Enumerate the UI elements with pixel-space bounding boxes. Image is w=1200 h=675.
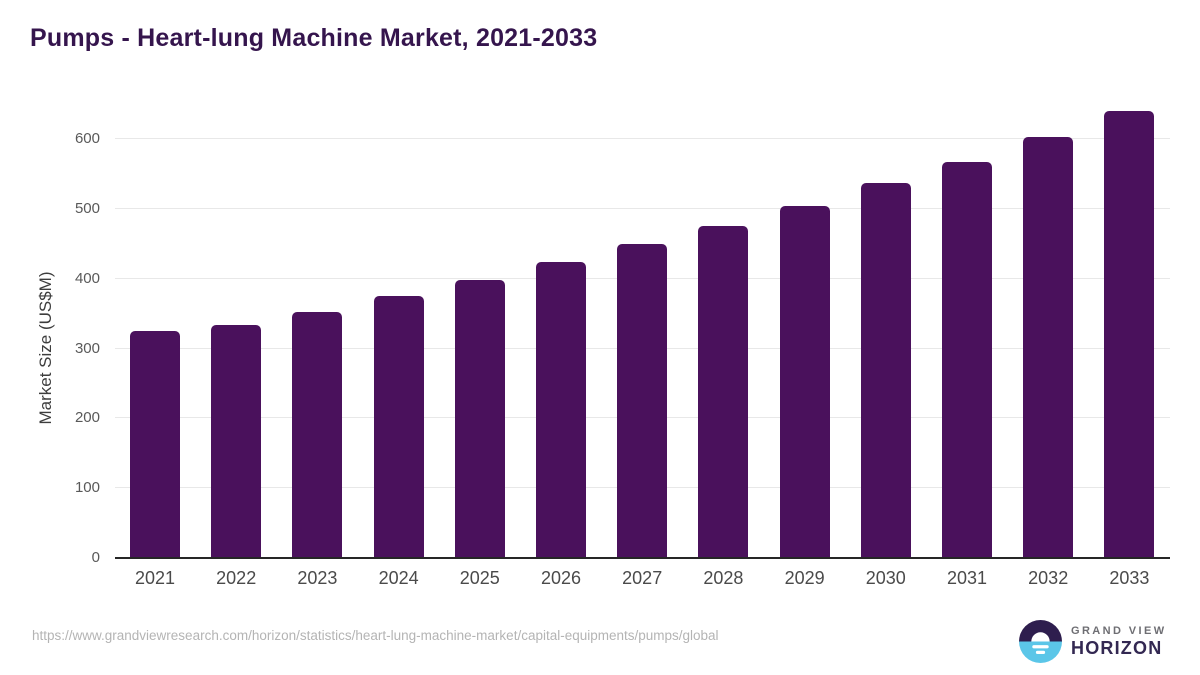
x-tick-label: 2029 xyxy=(784,568,825,588)
bar-2032[interactable] xyxy=(1023,137,1074,558)
x-tick-label: 2022 xyxy=(216,568,257,588)
bar-2033[interactable] xyxy=(1104,110,1155,558)
bar-2022[interactable] xyxy=(211,324,262,558)
logo-brand-bottom: HORIZON xyxy=(1071,638,1163,658)
y-tick-label: 400 xyxy=(74,269,100,287)
y-tick-label: 500 xyxy=(74,200,100,217)
x-tick-label: 2031 xyxy=(946,568,988,588)
plot-area xyxy=(115,100,1170,559)
bar-2026[interactable] xyxy=(536,262,586,558)
bar-2021[interactable] xyxy=(130,331,180,558)
y-tick-label: 200 xyxy=(74,409,100,427)
logo-brand-top: GRAND VIEW xyxy=(1071,625,1167,637)
gridline xyxy=(115,138,1170,140)
bar-2031[interactable] xyxy=(942,161,992,558)
x-tick-label: 2025 xyxy=(459,568,500,588)
bar-2025[interactable] xyxy=(454,280,505,558)
y-tick-label: 300 xyxy=(74,339,100,357)
y-tick-label: 600 xyxy=(74,130,100,148)
x-tick-label: 2033 xyxy=(1109,568,1150,588)
x-tick-label: 2026 xyxy=(540,568,582,588)
grandview-horizon-logo: GRAND VIEW HORIZON xyxy=(1019,620,1167,663)
bar-2027[interactable] xyxy=(617,243,668,558)
x-axis-line xyxy=(115,557,1170,559)
bar-2023[interactable] xyxy=(292,311,343,558)
x-tick-label: 2028 xyxy=(703,568,744,588)
horizon-sun-icon xyxy=(1019,620,1062,663)
logo-wordmark: GRAND VIEW HORIZON xyxy=(1071,625,1167,658)
gridline xyxy=(115,208,1170,209)
bar-2024[interactable] xyxy=(373,295,424,558)
bar-2029[interactable] xyxy=(779,205,830,558)
x-tick-label: 2024 xyxy=(378,568,419,588)
y-tick-label: 0 xyxy=(91,549,100,566)
x-tick-label: 2032 xyxy=(1028,568,1069,588)
chart-title: Pumps - Heart-lung Machine Market, 2021-… xyxy=(30,24,598,52)
x-tick-label: 2023 xyxy=(297,568,338,588)
bar-2028[interactable] xyxy=(698,225,749,558)
y-tick-label: 100 xyxy=(74,479,100,497)
x-tick-label: 2027 xyxy=(622,568,663,588)
x-tick-label: 2030 xyxy=(865,568,906,588)
source-url: https://www.grandviewresearch.com/horizo… xyxy=(32,628,719,643)
x-tick-label: 2021 xyxy=(134,568,176,588)
bar-2030[interactable] xyxy=(860,183,911,558)
